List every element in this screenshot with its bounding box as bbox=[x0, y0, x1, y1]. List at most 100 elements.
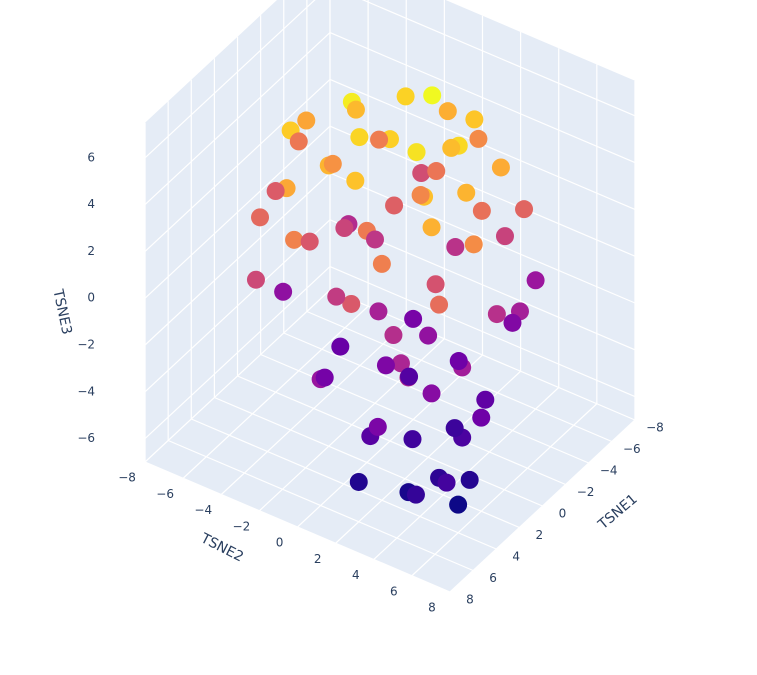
point bbox=[266, 182, 285, 201]
point bbox=[460, 470, 479, 489]
x-axis-title: TSNE1 bbox=[595, 491, 641, 533]
point bbox=[426, 275, 445, 294]
point bbox=[503, 313, 522, 332]
x-tick-label: −6 bbox=[623, 442, 641, 456]
point bbox=[445, 419, 464, 438]
point bbox=[315, 368, 334, 387]
y-tick-label: −2 bbox=[233, 519, 251, 533]
z-tick-label: 6 bbox=[87, 150, 95, 164]
point bbox=[335, 219, 354, 238]
point bbox=[251, 208, 270, 227]
point bbox=[449, 352, 468, 371]
z-tick-label: −4 bbox=[77, 384, 95, 398]
x-tick-label: 4 bbox=[512, 550, 520, 564]
point bbox=[331, 337, 350, 356]
grid-line bbox=[258, 338, 445, 512]
grid-line bbox=[411, 403, 598, 577]
point bbox=[368, 417, 387, 436]
point bbox=[366, 230, 384, 249]
y-tick-label: 0 bbox=[276, 536, 284, 550]
point bbox=[515, 200, 534, 219]
point bbox=[372, 254, 391, 273]
point bbox=[438, 102, 457, 121]
grid-line bbox=[144, 266, 331, 440]
point bbox=[350, 128, 369, 147]
point bbox=[422, 384, 441, 403]
grid-line bbox=[144, 289, 331, 463]
z-tick-label: 2 bbox=[87, 244, 95, 258]
y-tick-label: 2 bbox=[314, 552, 322, 566]
grid-line bbox=[144, 219, 331, 393]
grid-line bbox=[144, 125, 331, 299]
y-tick-label: −4 bbox=[194, 503, 212, 517]
point bbox=[472, 201, 491, 220]
x-tick-label: 0 bbox=[559, 507, 567, 521]
point bbox=[342, 294, 361, 313]
point bbox=[376, 356, 395, 375]
point bbox=[472, 408, 491, 427]
x-tick-label: −2 bbox=[577, 485, 595, 499]
y-tick-label: −6 bbox=[156, 487, 174, 501]
grid-line bbox=[144, 172, 331, 346]
point bbox=[396, 87, 415, 106]
grid-line bbox=[329, 32, 636, 164]
point bbox=[246, 270, 265, 289]
point bbox=[437, 473, 456, 492]
z-axis-title: TSNE3 bbox=[49, 287, 74, 336]
point bbox=[423, 86, 442, 105]
point bbox=[464, 235, 483, 254]
grid-line bbox=[182, 305, 369, 479]
grid-line bbox=[144, 0, 316, 159]
point bbox=[346, 100, 365, 119]
point bbox=[327, 287, 346, 306]
point bbox=[349, 472, 368, 491]
grid-line bbox=[144, 78, 331, 252]
x-tick-label: 6 bbox=[489, 571, 497, 585]
y-tick-label: 6 bbox=[390, 584, 398, 598]
point bbox=[427, 162, 446, 181]
point bbox=[491, 158, 510, 177]
x-tick-label: −4 bbox=[600, 464, 618, 478]
point bbox=[384, 326, 403, 345]
y-tick-label: 4 bbox=[352, 568, 360, 582]
point bbox=[446, 238, 465, 257]
point bbox=[411, 186, 430, 205]
point bbox=[370, 130, 389, 149]
x-tick-label: −8 bbox=[646, 421, 664, 435]
grid-line bbox=[449, 419, 636, 593]
point bbox=[419, 326, 438, 345]
point bbox=[369, 302, 388, 321]
point bbox=[465, 110, 484, 129]
z-tick-label: −2 bbox=[77, 338, 95, 352]
point bbox=[457, 183, 476, 202]
point bbox=[385, 196, 404, 215]
z-tick-label: −6 bbox=[77, 431, 95, 445]
point bbox=[285, 230, 304, 249]
point bbox=[407, 143, 426, 162]
point bbox=[526, 271, 545, 290]
point bbox=[400, 367, 419, 386]
point bbox=[430, 295, 449, 314]
point bbox=[469, 129, 488, 148]
z-tick-label: 4 bbox=[87, 197, 95, 211]
point bbox=[422, 218, 441, 237]
grid-line bbox=[144, 32, 331, 206]
point bbox=[476, 390, 495, 409]
point bbox=[406, 485, 425, 504]
y-axis-title: TSNE2 bbox=[197, 530, 246, 565]
z-tick-label: 0 bbox=[87, 291, 95, 305]
grid-line bbox=[220, 322, 407, 495]
point bbox=[449, 495, 468, 514]
point bbox=[297, 111, 316, 130]
grid-line bbox=[361, 0, 636, 117]
grid-line bbox=[329, 172, 636, 304]
grid-line bbox=[297, 354, 483, 528]
point bbox=[274, 282, 293, 301]
point bbox=[391, 354, 410, 373]
point bbox=[495, 227, 514, 246]
point bbox=[346, 171, 365, 190]
point bbox=[300, 232, 319, 251]
point bbox=[403, 430, 422, 449]
point bbox=[289, 132, 308, 151]
